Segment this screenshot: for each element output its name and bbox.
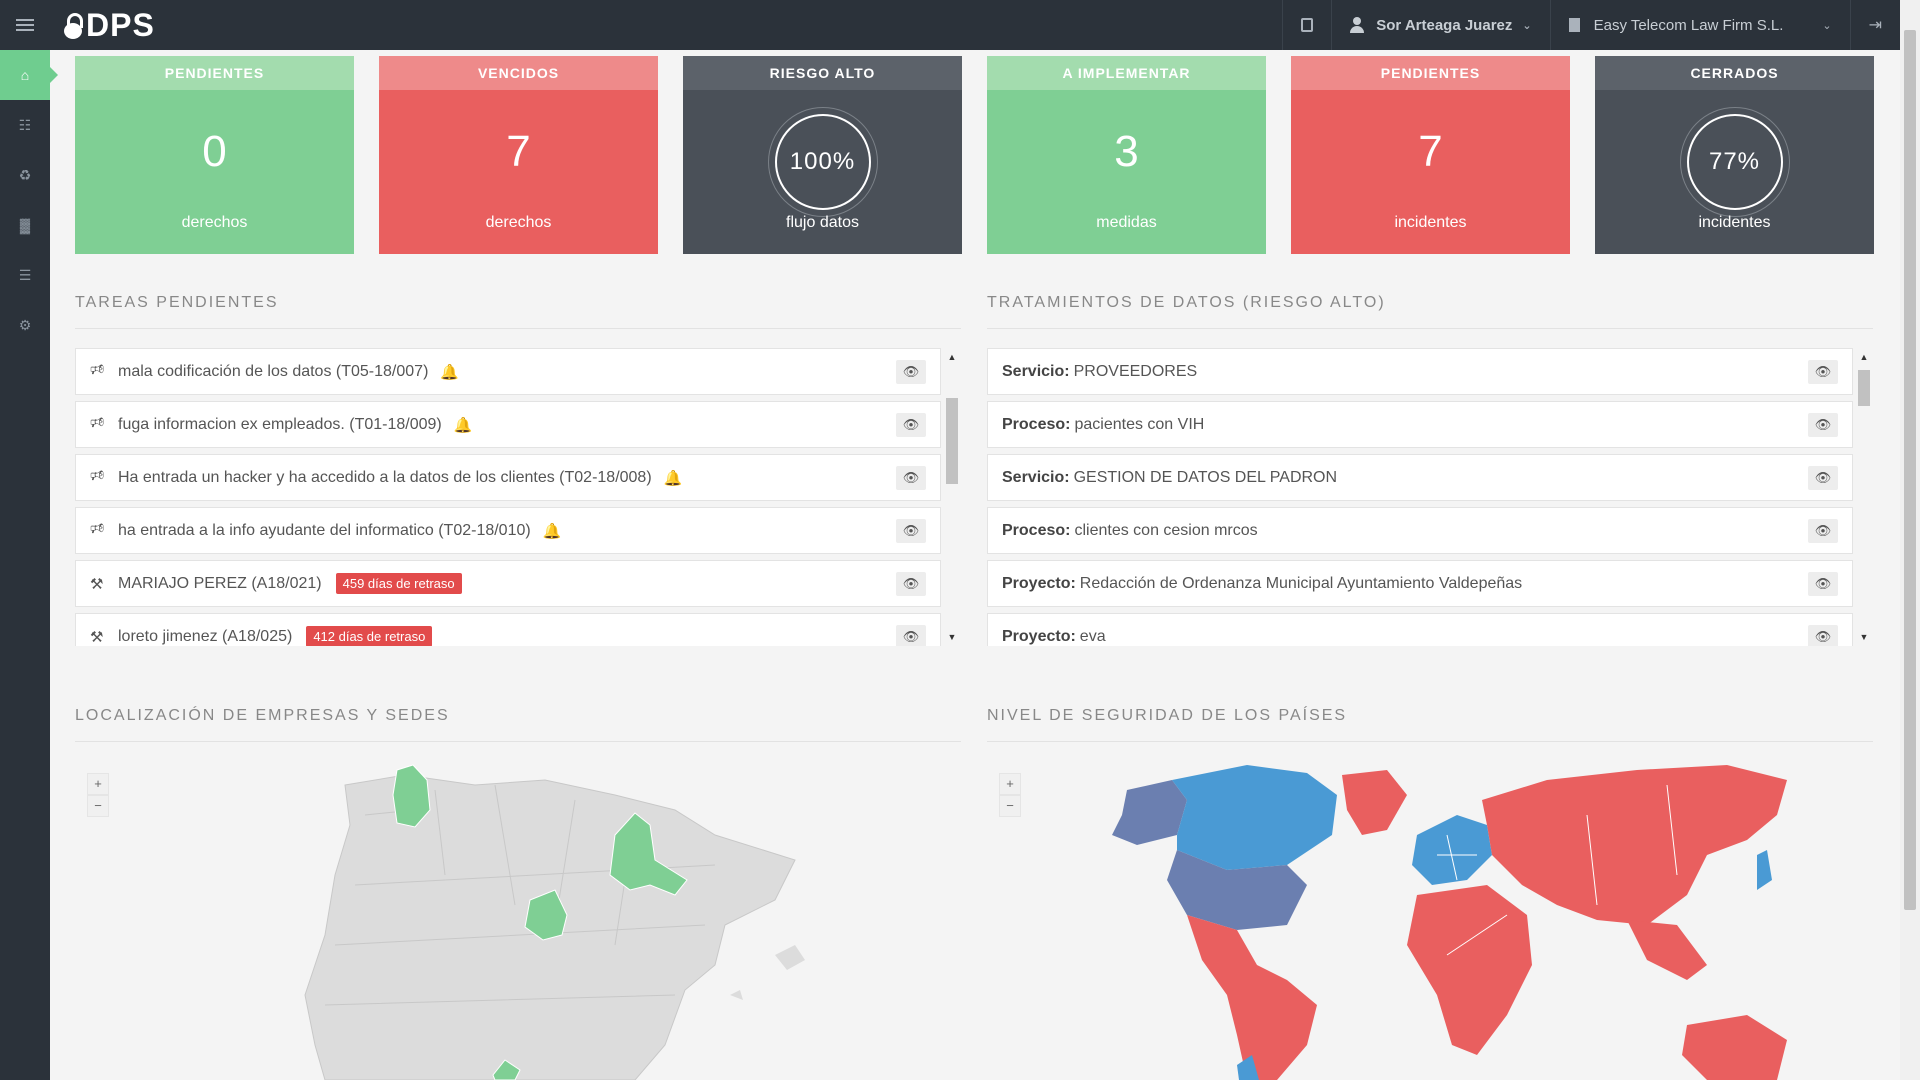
bar-chart-icon: ▓ bbox=[19, 217, 31, 233]
bullhorn-icon: 🕫 bbox=[90, 414, 105, 431]
lock-icon bbox=[64, 13, 84, 39]
list-item[interactable]: Proyecto: Redacción de Ordenanza Municipa… bbox=[987, 560, 1853, 607]
company-name: Easy Telecom Law Firm S.L. bbox=[1593, 16, 1784, 34]
recycle-icon: ♻ bbox=[18, 166, 32, 183]
eye-icon[interactable]: 👁 bbox=[896, 518, 926, 543]
eye-icon[interactable]: 👁 bbox=[1808, 518, 1838, 543]
menu-toggle-icon[interactable] bbox=[0, 0, 50, 50]
bullhorn-icon: 🕫 bbox=[90, 361, 105, 378]
gavel-icon: ⚒ bbox=[90, 575, 104, 593]
sidebar-item-settings[interactable]: ⚙ bbox=[0, 300, 50, 350]
card-expired-rights[interactable]: VENCIDOS 7 derechos bbox=[379, 56, 658, 254]
list-item[interactable]: Proceso: pacientes con VIH 👁 bbox=[987, 401, 1853, 448]
eye-icon[interactable]: 👁 bbox=[1808, 624, 1838, 646]
zoom-in-button[interactable]: + bbox=[999, 773, 1021, 795]
eye-icon[interactable]: 👁 bbox=[1808, 465, 1838, 490]
card-to-implement[interactable]: A IMPLEMENTAR 3 medidas bbox=[987, 56, 1266, 254]
gavel-icon: ⚒ bbox=[90, 628, 104, 646]
spain-map[interactable]: + − bbox=[75, 755, 961, 1080]
chevron-down-icon: ⌄ bbox=[1822, 19, 1832, 32]
user-icon bbox=[1350, 17, 1365, 33]
list-item[interactable]: Servicio: PROVEEDORES 👁 bbox=[987, 348, 1853, 395]
closed-gauge: 77% bbox=[1686, 114, 1783, 210]
chevron-down-icon: ⌄ bbox=[1522, 19, 1532, 32]
zoom-in-button[interactable]: + bbox=[87, 773, 109, 795]
document-icon: ☰ bbox=[18, 266, 32, 283]
sidebar-item-recycle[interactable]: ♻ bbox=[0, 150, 50, 200]
treatments-list: Servicio: PROVEEDORES 👁 Proceso: pacientes… bbox=[987, 348, 1853, 646]
list-item[interactable]: Proceso: clientes con cesion mrcos 👁 bbox=[987, 507, 1853, 554]
spain-map-svg bbox=[304, 764, 805, 1080]
bell-icon: 🔔 bbox=[663, 469, 683, 487]
treatments-scrollbar[interactable]: ▲ ▼ bbox=[1855, 348, 1873, 646]
scroll-down-icon[interactable]: ▼ bbox=[947, 632, 957, 642]
settings-icon: ⚙ bbox=[18, 316, 32, 333]
sidebar-item-organization[interactable]: ☷ bbox=[0, 100, 50, 150]
bell-icon: 🔔 bbox=[440, 363, 460, 381]
user-name: Sor Arteaga Juarez bbox=[1376, 16, 1513, 34]
delay-badge: 459 días de retraso bbox=[335, 573, 462, 594]
eye-icon[interactable]: 👁 bbox=[896, 412, 926, 437]
tasks-list: 🕫 mala codificación de los datos (T05-18… bbox=[75, 348, 941, 646]
note-icon bbox=[1301, 18, 1314, 32]
eye-icon[interactable]: 👁 bbox=[1808, 412, 1838, 437]
list-item[interactable]: ⚒ MARIAJO PEREZ (A18/021) 459 días de re… bbox=[75, 560, 941, 607]
user-menu[interactable]: Sor Arteaga Juarez ⌄ bbox=[1331, 0, 1549, 50]
world-map-svg bbox=[1112, 765, 1787, 1080]
sidebar-item-home[interactable]: ⌂ bbox=[0, 50, 58, 100]
eye-icon[interactable]: 👁 bbox=[896, 465, 926, 490]
list-item[interactable]: 🕫 Ha entrada un hacker y ha accedido a l… bbox=[75, 454, 941, 501]
scroll-down-icon[interactable]: ▼ bbox=[1859, 632, 1869, 642]
treatments-title: TRATAMIENTOS DE DATOS (RIESGO ALTO) bbox=[987, 294, 1386, 311]
world-map-title: NIVEL DE SEGURIDAD DE LOS PAÍSES bbox=[987, 707, 1348, 724]
eye-icon[interactable]: 👁 bbox=[1808, 359, 1838, 384]
sitemap-icon: ☷ bbox=[18, 116, 32, 133]
sidebar-item-documents[interactable]: ☰ bbox=[0, 250, 50, 300]
page-scrollbar[interactable] bbox=[1900, 0, 1920, 1080]
bullhorn-icon: 🕫 bbox=[90, 467, 105, 484]
list-item[interactable]: 🕫 ha entrada a la info ayudante del info… bbox=[75, 507, 941, 554]
home-icon: ⌂ bbox=[20, 67, 30, 83]
list-item[interactable]: ⚒ loreto jimenez (A18/025) 412 días de r… bbox=[75, 613, 941, 646]
spain-map-title: LOCALIZACIÓN DE EMPRESAS Y SEDES bbox=[75, 707, 450, 724]
delay-badge: 412 días de retraso bbox=[306, 626, 433, 646]
eye-icon[interactable]: 👁 bbox=[896, 359, 926, 384]
top-bar: DPS Sor Arteaga Juarez ⌄ Easy Telecom La… bbox=[0, 0, 1900, 50]
sidebar: ⌂ ☷ ♻ ▓ ☰ ⚙ bbox=[0, 50, 58, 1080]
card-pending-incidents[interactable]: PENDIENTES 7 incidentes bbox=[1291, 56, 1570, 254]
card-pending-rights[interactable]: PENDIENTES 0 derechos bbox=[75, 56, 354, 254]
eye-icon[interactable]: 👁 bbox=[1808, 571, 1838, 596]
logout-button[interactable]: ⇥ bbox=[1849, 0, 1900, 50]
bell-icon: 🔔 bbox=[453, 416, 473, 434]
notes-button[interactable] bbox=[1282, 0, 1331, 50]
building-icon bbox=[1568, 18, 1580, 32]
list-item[interactable]: 🕫 mala codificación de los datos (T05-18… bbox=[75, 348, 941, 395]
eye-icon[interactable]: 👁 bbox=[896, 624, 926, 646]
zoom-out-button[interactable]: − bbox=[999, 795, 1021, 817]
logout-icon: ⇥ bbox=[1868, 17, 1882, 34]
risk-gauge: 100% bbox=[774, 114, 871, 210]
kpi-cards: PENDIENTES 0 derechos VENCIDOS 7 derecho… bbox=[75, 56, 1874, 254]
card-closed-incidents[interactable]: CERRADOS 77% incidentes bbox=[1595, 56, 1874, 254]
list-item[interactable]: Servicio: GESTION DE DATOS DEL PADRON 👁 bbox=[987, 454, 1853, 501]
scroll-up-icon[interactable]: ▲ bbox=[947, 352, 957, 362]
list-item[interactable]: 🕫 fuga informacion ex empleados. (T01-18… bbox=[75, 401, 941, 448]
eye-icon[interactable]: 👁 bbox=[896, 571, 926, 596]
list-item[interactable]: Proyecto: eva 👁 bbox=[987, 613, 1853, 646]
sidebar-item-reports[interactable]: ▓ bbox=[0, 200, 50, 250]
card-high-risk[interactable]: RIESGO ALTO 100% flujo datos bbox=[683, 56, 962, 254]
bell-icon: 🔔 bbox=[542, 522, 562, 540]
tasks-title: TAREAS PENDIENTES bbox=[75, 294, 279, 311]
zoom-out-button[interactable]: − bbox=[87, 795, 109, 817]
scroll-up-icon[interactable]: ▲ bbox=[1859, 352, 1869, 362]
world-map[interactable]: + − bbox=[987, 755, 1873, 1080]
bullhorn-icon: 🕫 bbox=[90, 520, 105, 537]
company-selector[interactable]: Easy Telecom Law Firm S.L. ⌄ bbox=[1549, 0, 1850, 50]
app-logo[interactable]: DPS bbox=[64, 0, 155, 50]
tasks-scrollbar[interactable]: ▲ ▼ bbox=[943, 348, 961, 646]
